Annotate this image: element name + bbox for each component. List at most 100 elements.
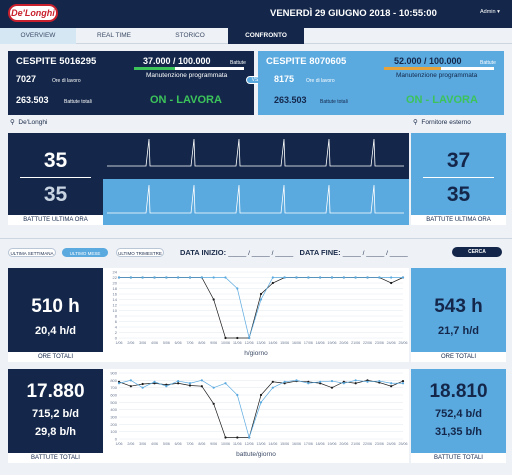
filter-last-week[interactable]: ULTIMA SETTIMANA xyxy=(8,248,56,257)
strokes-last-hour-left: 35 35 BATTUTE ULTIMA ORA xyxy=(8,133,103,225)
maintenance-label: Manutenzione programmata xyxy=(146,72,228,79)
signal-line xyxy=(107,184,404,214)
hours-chart-xlabel: h/giorno xyxy=(244,350,268,357)
data-point xyxy=(177,382,180,385)
hours-total-value: 543 h xyxy=(434,296,483,317)
data-point xyxy=(129,276,132,279)
machine-title: CESPITE 5016295 xyxy=(16,56,97,67)
progress-unit: Battute xyxy=(480,60,496,66)
strokes-per-hour: 29,8 b/h xyxy=(35,426,76,438)
y-tick-label: 10 xyxy=(113,308,118,313)
data-point xyxy=(141,276,144,279)
data-point xyxy=(259,393,263,397)
x-tick-label: 12/06 xyxy=(245,341,254,345)
x-tick-label: 1/06 xyxy=(116,341,123,345)
data-point xyxy=(271,380,274,383)
end-date-label: DATA FINE: xyxy=(299,248,341,257)
location-pin-icon: ⚲ xyxy=(10,119,15,126)
user-menu[interactable]: Admin ▾ xyxy=(480,9,500,15)
machine-panel-right: CESPITE 8070605 52.000 / 100.000 Battute… xyxy=(258,51,504,115)
data-point xyxy=(271,386,274,389)
current-datetime: VENERDÌ 29 GIUGNO 2018 - 10:55:00 xyxy=(270,8,437,19)
location-pin-icon: ⚲ xyxy=(413,119,418,126)
data-point xyxy=(188,276,192,279)
filter-last-month[interactable]: ULTIMO MESE xyxy=(62,248,108,257)
data-point xyxy=(390,382,393,385)
y-tick-label: 20 xyxy=(113,281,118,286)
tab-overview[interactable]: OVERVIEW xyxy=(0,28,76,44)
counter-divider xyxy=(423,177,494,178)
y-tick-label: 0 xyxy=(115,336,118,341)
x-tick-label: 10/06 xyxy=(221,341,230,345)
brand-logo[interactable]: De'Longhi xyxy=(8,4,58,22)
x-tick-label: 8/06 xyxy=(198,341,205,345)
strip-left-bg xyxy=(103,133,409,179)
y-tick-label: 200 xyxy=(110,422,117,427)
data-point xyxy=(378,379,381,383)
strokes-per-day: 715,2 b/d xyxy=(31,408,80,420)
y-tick-label: 22 xyxy=(113,275,118,280)
x-tick-label: 14/06 xyxy=(268,442,277,446)
data-point xyxy=(401,379,405,383)
y-tick-label: 0 xyxy=(115,437,118,442)
strokes-last-hour-right: 37 35 BATTUTE ULTIMA ORA xyxy=(411,133,506,225)
divider xyxy=(0,238,512,239)
strokes-label: BATTUTE TOTALI xyxy=(411,453,506,463)
x-tick-label: 2/06 xyxy=(127,341,134,345)
date-range: DATA INIZIO: _____ / _____ / _____ DATA … xyxy=(180,248,408,257)
maintenance-progress-text: 37.000 / 100.000 xyxy=(143,56,211,66)
tab-confronto[interactable]: CONFRONTO xyxy=(228,28,304,44)
strokes-label: BATTUTE TOTALI xyxy=(8,453,103,463)
data-point xyxy=(153,380,156,383)
x-tick-label: 2/06 xyxy=(127,442,134,446)
data-point xyxy=(378,276,381,279)
total-strokes-label: Battute totali xyxy=(320,99,348,105)
x-tick-label: 21/06 xyxy=(351,442,360,446)
start-date-input[interactable]: _____ / _____ / _____ xyxy=(228,250,294,257)
hours-total-value: 510 h xyxy=(31,296,80,317)
y-tick-label: 4 xyxy=(115,325,118,330)
y-tick-label: 900 xyxy=(110,371,117,376)
counter-divider xyxy=(20,177,91,178)
filter-last-quarter[interactable]: ULTIMO TRIMESTRE xyxy=(116,248,164,257)
data-point xyxy=(117,382,121,385)
hours-per-day: 21,7 h/d xyxy=(438,325,479,337)
maintenance-progress-bar xyxy=(384,67,494,70)
hours-label: ORE TOTALI xyxy=(8,352,103,362)
data-point xyxy=(141,386,144,389)
x-tick-label: 17/06 xyxy=(304,442,313,446)
data-point xyxy=(212,276,215,279)
data-point xyxy=(141,382,144,386)
x-tick-label: 25/06 xyxy=(399,442,408,446)
search-button[interactable]: CERCA xyxy=(452,247,502,257)
x-tick-label: 12/06 xyxy=(245,442,254,446)
data-point xyxy=(200,276,203,279)
end-date-input[interactable]: _____ / _____ / _____ xyxy=(342,250,408,257)
data-point xyxy=(307,276,310,279)
tab-storico[interactable]: STORICO xyxy=(175,32,205,39)
x-tick-label: 19/06 xyxy=(328,442,337,446)
start-date-label: DATA INIZIO: xyxy=(180,248,227,257)
strokes-total-value: 17.880 xyxy=(26,381,85,402)
strip-left-signal xyxy=(107,138,404,167)
x-tick-label: 14/06 xyxy=(268,341,277,345)
data-point xyxy=(259,401,263,404)
data-point xyxy=(330,386,334,389)
data-point xyxy=(271,276,274,279)
data-point xyxy=(390,281,393,285)
y-tick-label: 400 xyxy=(110,407,117,412)
data-point xyxy=(188,382,192,385)
data-point xyxy=(236,436,239,439)
series-line xyxy=(118,379,404,438)
x-tick-label: 5/06 xyxy=(163,442,170,446)
x-tick-label: 25/06 xyxy=(399,341,408,345)
y-tick-label: 500 xyxy=(110,400,117,405)
machine-panel-left: CESPITE 5016295 37.000 / 100.000 Battute… xyxy=(8,51,254,115)
data-point xyxy=(177,379,180,383)
machine-state: ON - LAVORA xyxy=(150,94,222,106)
tab-real-time[interactable]: REAL TIME xyxy=(97,32,131,39)
data-point xyxy=(295,379,298,382)
x-tick-label: 13/06 xyxy=(257,341,266,345)
data-point xyxy=(283,276,286,279)
data-point xyxy=(354,382,357,385)
